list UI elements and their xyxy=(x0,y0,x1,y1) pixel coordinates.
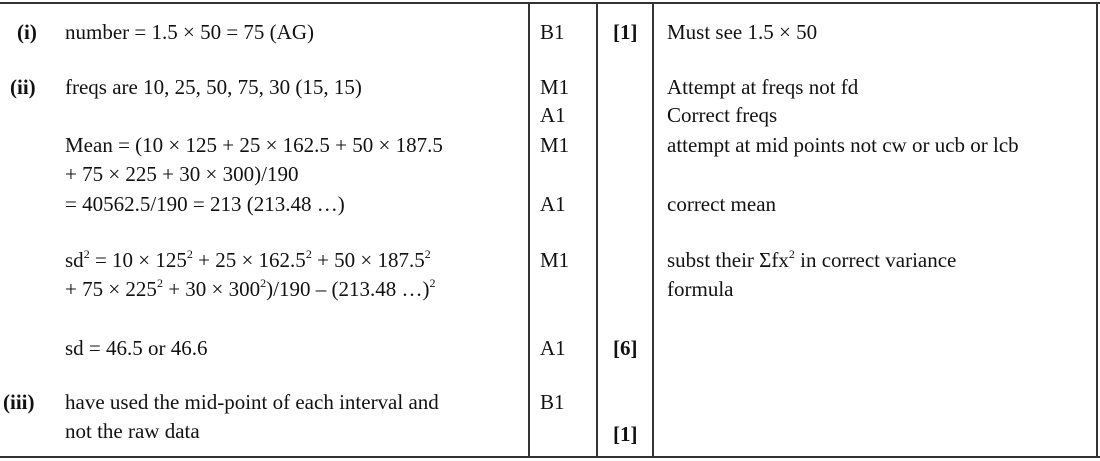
answer-iii-2: not the raw data xyxy=(65,419,200,443)
mark-ii-freqs-a1: A1 xyxy=(540,103,566,127)
text: subst their Σfx xyxy=(667,248,789,272)
answer-i: number = 1.5 × 50 = 75 (AG) xyxy=(65,20,314,44)
answer-ii-sd-2: + 75 × 2252 + 30 × 3002)/190 – (213.48 …… xyxy=(65,277,435,301)
text: in correct variance xyxy=(794,248,957,272)
text: = 10 × 125 xyxy=(89,248,187,272)
superscript: 2 xyxy=(186,247,193,261)
mark-ii-sd-m1: M1 xyxy=(540,248,570,272)
superscript: 2 xyxy=(788,247,795,261)
superscript: 2 xyxy=(424,247,431,261)
mark-i: B1 xyxy=(540,20,565,44)
table-right-border xyxy=(1096,3,1098,458)
mark-ii-mean-a1: A1 xyxy=(540,192,566,216)
comment-ii-freqs-2: Correct freqs xyxy=(667,103,778,127)
text: + 75 × 225 xyxy=(65,277,157,301)
answer-ii-freqs: freqs are 10, 25, 50, 75, 30 (15, 15) xyxy=(65,75,362,99)
text: + 30 × 300 xyxy=(162,277,261,301)
superscript: 2 xyxy=(305,247,312,261)
comment-ii-sd-2: formula xyxy=(667,277,734,301)
text: sd xyxy=(65,248,84,272)
mark-ii-freqs-m1: M1 xyxy=(540,75,570,99)
total-i: [1] xyxy=(613,20,638,44)
comment-ii-sd-1: subst their Σfx2 in correct variance xyxy=(667,248,956,272)
comment-ii-freqs-1: Attempt at freqs not fd xyxy=(667,75,859,99)
comment-ii-mean-2: correct mean xyxy=(667,192,777,216)
part-label-i: (i) xyxy=(17,20,37,44)
text: + 25 × 162.5 xyxy=(192,248,306,272)
mark-ii-mean-m1: M1 xyxy=(540,133,570,157)
answer-ii-mean-1: Mean = (10 × 125 + 25 × 162.5 + 50 × 187… xyxy=(65,133,443,157)
answer-ii-mean-2: + 75 × 225 + 30 × 300)/190 xyxy=(65,162,299,186)
mark-ii-sd-a1: A1 xyxy=(540,336,566,360)
column-divider-totals xyxy=(596,3,598,458)
column-divider-marks xyxy=(528,3,530,458)
superscript: 2 xyxy=(83,247,90,261)
part-label-ii: (ii) xyxy=(10,75,36,99)
superscript: 2 xyxy=(260,276,267,290)
superscript: 2 xyxy=(156,276,163,290)
answer-ii-sd-result: sd = 46.5 or 46.6 xyxy=(65,336,208,360)
part-label-iii: (iii) xyxy=(3,390,35,414)
table-bottom-border xyxy=(0,456,1100,458)
answer-ii-mean-3: = 40562.5/190 = 213 (213.48 …) xyxy=(65,192,345,216)
total-ii: [6] xyxy=(613,336,638,360)
superscript: 2 xyxy=(429,276,436,290)
comment-i: Must see 1.5 × 50 xyxy=(667,20,818,44)
text: + 50 × 187.5 xyxy=(311,248,425,272)
comment-ii-mean-1: attempt at mid points not cw or ucb or l… xyxy=(667,133,1019,157)
column-divider-comments xyxy=(652,3,654,458)
mark-iii: B1 xyxy=(540,390,565,414)
text: )/190 – (213.48 …) xyxy=(266,277,430,301)
table-top-border xyxy=(0,2,1100,4)
answer-ii-sd-1: sd2 = 10 × 1252 + 25 × 162.52 + 50 × 187… xyxy=(65,248,431,272)
answer-iii-1: have used the mid-point of each interval… xyxy=(65,390,439,414)
total-iii: [1] xyxy=(613,422,638,446)
